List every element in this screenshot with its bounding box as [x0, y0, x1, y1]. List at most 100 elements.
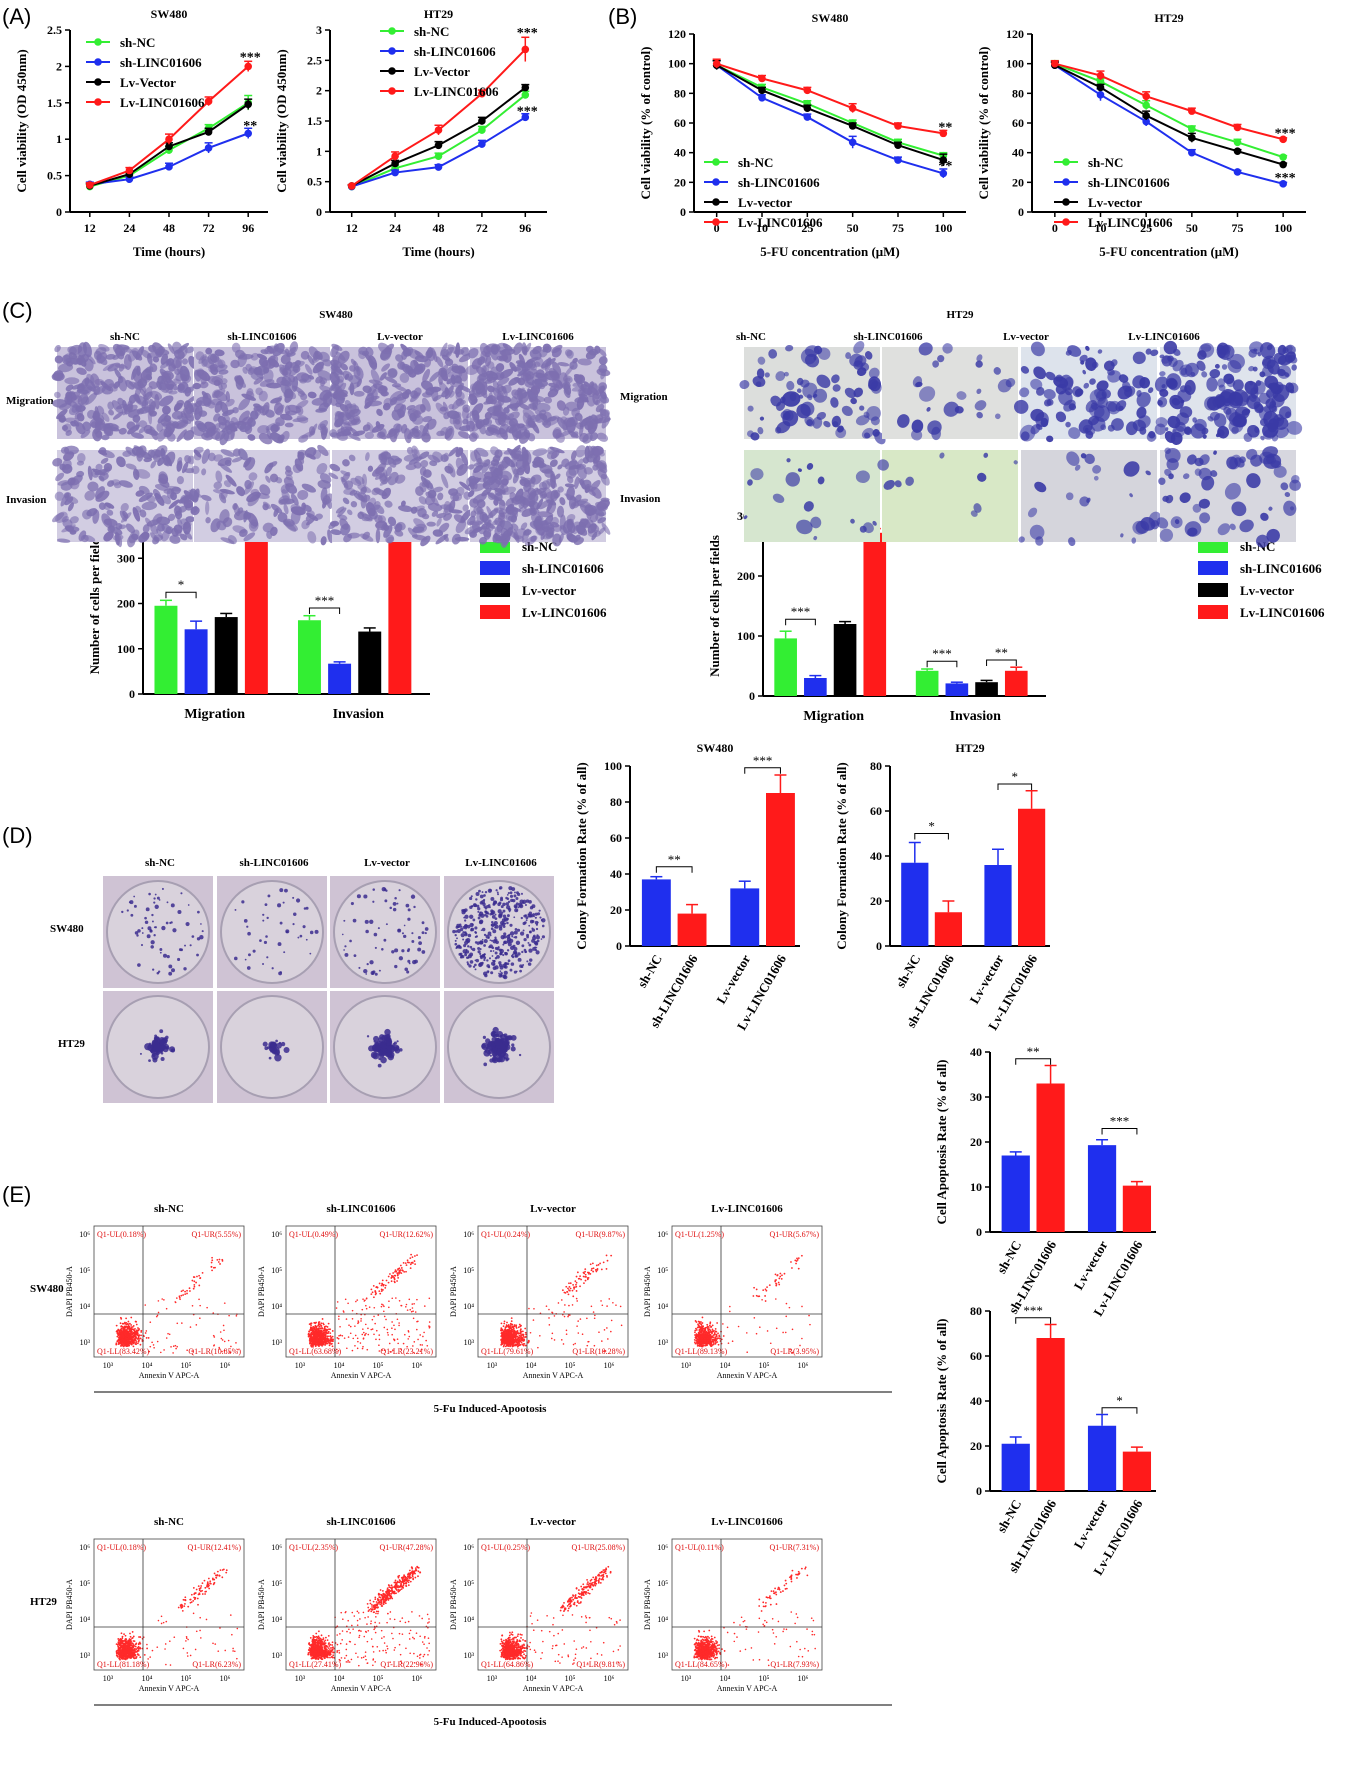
E1-significance-label: ** — [1027, 1044, 1040, 1059]
E1-y-tick-label: 40 — [970, 1045, 982, 1059]
colony — [344, 952, 349, 957]
stained-cell — [61, 464, 73, 474]
E2-significance-label: *** — [1023, 1303, 1043, 1318]
A2-x-tick-label: 72 — [476, 221, 488, 235]
colony — [343, 949, 345, 951]
colony — [509, 931, 515, 936]
colony — [531, 928, 536, 932]
stained-cell — [241, 393, 257, 401]
colony — [532, 913, 536, 916]
D1-bar — [641, 879, 671, 946]
colony — [490, 927, 494, 930]
stained-cell — [205, 347, 213, 355]
colony — [534, 912, 538, 916]
colony — [266, 1046, 270, 1050]
flow-column-label: Lv-LINC01606 — [711, 1203, 783, 1215]
flow-event — [136, 1329, 139, 1332]
stained-cell — [167, 343, 175, 354]
C2-legend-label: Lv-vector — [1240, 583, 1294, 598]
colony — [523, 914, 527, 918]
colony — [407, 959, 411, 963]
B2-data-point — [1051, 59, 1059, 68]
colony — [474, 926, 478, 930]
colony — [134, 931, 139, 935]
stained-cell — [322, 359, 333, 367]
flow-event — [144, 1304, 147, 1306]
stained-cell — [93, 412, 105, 423]
row-label-invasion: Invasion — [6, 494, 46, 506]
colony — [139, 1052, 142, 1055]
stained-cell — [100, 457, 109, 464]
stained-cell — [247, 434, 256, 441]
colony — [489, 934, 492, 937]
colony — [465, 933, 468, 936]
flow-column-label: sh-NC — [154, 1203, 184, 1215]
micrograph-column-label: sh-NC — [110, 331, 140, 343]
flow-event — [118, 1342, 121, 1345]
B2-data-point — [1188, 125, 1196, 133]
B1-y-tick-label: 120 — [668, 27, 686, 41]
colony — [491, 910, 494, 913]
colony — [410, 894, 416, 899]
colony — [513, 916, 516, 919]
colony — [384, 1048, 388, 1052]
stained-cell — [95, 347, 107, 356]
stained-cell — [142, 524, 150, 533]
C1-bracket — [165, 591, 197, 599]
stained-cell — [114, 368, 122, 380]
colony — [508, 910, 511, 913]
colony — [535, 927, 539, 931]
flow-event — [223, 1302, 226, 1304]
stained-cell — [77, 384, 93, 391]
colony — [247, 931, 251, 936]
B2-data-point — [1142, 111, 1150, 120]
stained-cell — [107, 480, 115, 487]
C2-y-tick-label: 100 — [737, 629, 755, 643]
stained-cell — [163, 457, 171, 466]
colony — [466, 961, 469, 964]
colony — [166, 901, 169, 904]
colony — [510, 1046, 516, 1052]
A1-data-point — [244, 100, 252, 109]
A1-legend-marker — [94, 38, 102, 46]
stained-cell — [270, 424, 281, 432]
colony — [516, 892, 521, 896]
stained-cell — [231, 342, 241, 353]
flow-event — [220, 1337, 223, 1340]
D2-y-tick-label: 0 — [876, 939, 882, 953]
D2-bar — [984, 865, 1012, 946]
colony — [303, 907, 307, 910]
flow-event — [176, 1322, 179, 1325]
flow-event — [182, 1294, 185, 1296]
A2-data-point — [434, 141, 443, 150]
A1-data-point — [86, 181, 94, 189]
stained-cell — [232, 407, 239, 414]
flow-y-tick-label: 10³ — [80, 1338, 91, 1347]
D1-bar — [677, 913, 707, 946]
colony — [264, 903, 268, 907]
stained-cell — [57, 538, 71, 543]
E2-bar — [1087, 1425, 1117, 1491]
stained-cell — [59, 417, 67, 422]
stained-cell — [108, 409, 114, 416]
colony — [487, 970, 490, 973]
flow-event — [156, 1340, 159, 1343]
micrograph-ht-mig-1 — [882, 342, 1018, 441]
stained-cell — [600, 497, 610, 502]
stained-cell — [60, 492, 70, 507]
colony — [524, 950, 528, 954]
micrograph-column-label: Lv-vector — [377, 331, 423, 343]
colony-dish — [217, 876, 327, 988]
stained-cell — [307, 391, 317, 399]
B1-data-point — [848, 104, 857, 112]
stained-cell — [125, 379, 135, 390]
B1-legend-label: Lv-vector — [738, 195, 792, 210]
stained-cell — [178, 505, 188, 513]
D1-y-tick-label: 60 — [610, 831, 622, 845]
dish-column-label: Lv-vector — [364, 857, 410, 869]
dish-column-label: Lv-LINC01606 — [465, 857, 537, 869]
stained-cell — [148, 381, 158, 390]
flow-event — [125, 1317, 128, 1320]
colony — [499, 970, 502, 973]
C1-legend-swatch — [480, 561, 510, 575]
